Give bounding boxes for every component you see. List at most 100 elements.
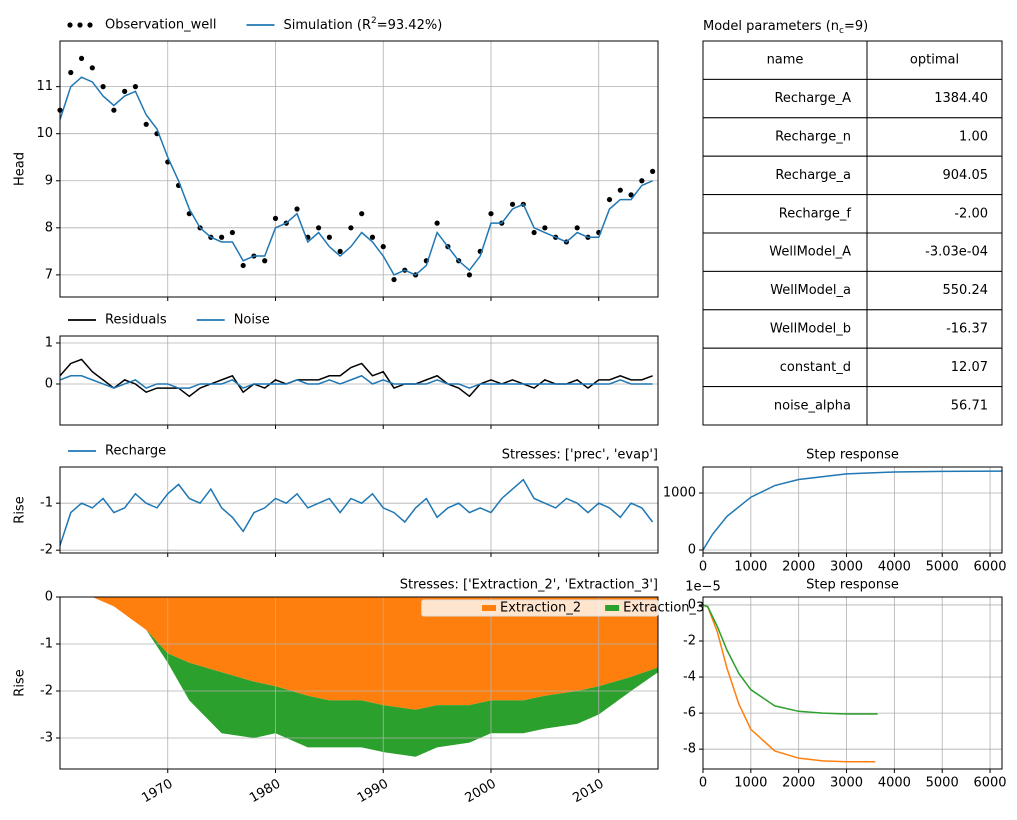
legend-marker	[605, 605, 620, 611]
legend-box	[421, 599, 659, 617]
x-tick-label: 1000	[734, 776, 767, 791]
y-offset-label: 1e−5	[685, 580, 720, 595]
table-cell	[702, 40, 868, 80]
chart-title: Step response	[806, 578, 899, 593]
table-text: -2.00	[954, 206, 988, 221]
table-text: Recharge_a	[775, 168, 851, 183]
line	[703, 604, 878, 715]
point	[509, 201, 516, 207]
x-tick-label: 1000	[734, 560, 767, 575]
y-tick-label: -1	[40, 636, 53, 651]
table-cell	[866, 309, 1003, 349]
y-tick-label: 0	[688, 597, 696, 612]
x-tick-label: 2000	[463, 777, 499, 807]
line	[60, 478, 654, 546]
point	[219, 234, 225, 240]
table-text: -3.03e-04	[925, 245, 988, 260]
legend-label: Residuals	[105, 313, 167, 328]
table-text: Recharge_A	[774, 91, 851, 106]
y-tick-label: 8	[45, 220, 53, 235]
table-text: Recharge_f	[779, 206, 852, 221]
point	[574, 225, 580, 231]
text-part: 2	[371, 16, 377, 26]
table-text: 904.05	[943, 168, 989, 183]
y-tick-label: 10	[36, 126, 53, 141]
table-text: 1.00	[959, 130, 988, 145]
point	[89, 65, 95, 71]
table-text: Recharge_n	[775, 130, 851, 145]
table-cell	[702, 117, 868, 157]
text-part: =9)	[844, 19, 868, 34]
x-tick-label: 1990	[355, 777, 391, 807]
x-tick-label: 2010	[570, 777, 606, 807]
legend-label: Extraction_3	[623, 601, 704, 616]
plot-frame	[59, 466, 659, 554]
point	[628, 192, 634, 198]
table-text: constant_d	[780, 360, 851, 375]
point	[100, 84, 106, 90]
point	[650, 168, 656, 174]
table-text: noise_alpha	[774, 398, 851, 413]
point	[488, 211, 494, 217]
chart: 7 8 9 10 11 Head Observation_well Simulation (R…	[13, 16, 659, 301]
chart: 0 1 Residuals Noise	[45, 313, 659, 429]
chart: -2 -1 Rise Stresses: ['prec', 'evap'] Rechar…	[13, 444, 659, 558]
point	[391, 276, 397, 283]
y-tick-label: -4	[683, 670, 696, 685]
x-tick-label: 2000	[782, 560, 815, 575]
y-tick-label: 9	[45, 173, 53, 188]
x-tick-label: 0	[699, 776, 707, 791]
y-tick-label: -1	[40, 496, 53, 511]
legend: Extraction_2 Extraction_3	[421, 599, 704, 617]
table-text: 550.24	[943, 283, 989, 298]
table-text: -16.37	[946, 322, 988, 337]
table-cell	[702, 232, 868, 272]
legend-marker	[482, 605, 496, 611]
legend-label: Observation_well	[105, 18, 217, 33]
x-tick-label: 5000	[926, 560, 959, 575]
table-text: WellModel_a	[770, 283, 851, 298]
table-cell	[702, 194, 868, 234]
legend-label: Extraction_2	[500, 601, 581, 616]
point	[434, 220, 440, 226]
table-cell	[702, 386, 868, 426]
legend-label: Noise	[234, 313, 270, 328]
point	[606, 196, 613, 203]
plot-frame	[702, 466, 1003, 554]
area	[60, 597, 658, 710]
x-tick-label: 2000	[782, 776, 815, 791]
table-text: 56.71	[951, 398, 988, 413]
point	[542, 225, 548, 231]
plot-frame	[59, 40, 659, 298]
point	[531, 229, 537, 236]
y-tick-label: -2	[40, 683, 53, 698]
point	[315, 225, 322, 231]
x-tick-label: 5000	[926, 776, 959, 791]
point	[337, 248, 343, 254]
chart-title: Stresses: ['prec', 'evap']	[502, 448, 658, 463]
x-tick-label: 4000	[878, 776, 911, 791]
x-tick-label: 3000	[830, 560, 863, 575]
text-part: =93.42%)	[377, 18, 443, 33]
point	[617, 187, 623, 193]
table-cell	[702, 347, 868, 388]
table-text: WellModel_A	[769, 245, 851, 260]
legend-marker	[87, 22, 93, 28]
y-tick-label: 0	[688, 542, 696, 557]
x-tick-label: 3000	[830, 776, 863, 791]
point	[466, 272, 473, 278]
chart: 0 1000 2000 3000 4000 5000 6000 0 -2 -4 -6 -8 Step r…	[683, 578, 1007, 791]
y-tick-label: 0	[45, 376, 53, 391]
x-tick-label: 4000	[878, 560, 911, 575]
y-tick-label: 1	[45, 335, 53, 350]
text-part: Model parameters (n	[703, 19, 839, 34]
text-part: Simulation (R	[284, 18, 371, 33]
y-axis-label: Rise	[13, 496, 28, 523]
line	[703, 470, 1002, 551]
x-tick-label: 6000	[973, 776, 1006, 791]
x-tick-label: 1980	[247, 777, 283, 807]
y-axis-label: Head	[13, 152, 28, 186]
legend-label: Recharge	[105, 444, 166, 459]
point	[639, 178, 645, 184]
line	[703, 604, 876, 763]
